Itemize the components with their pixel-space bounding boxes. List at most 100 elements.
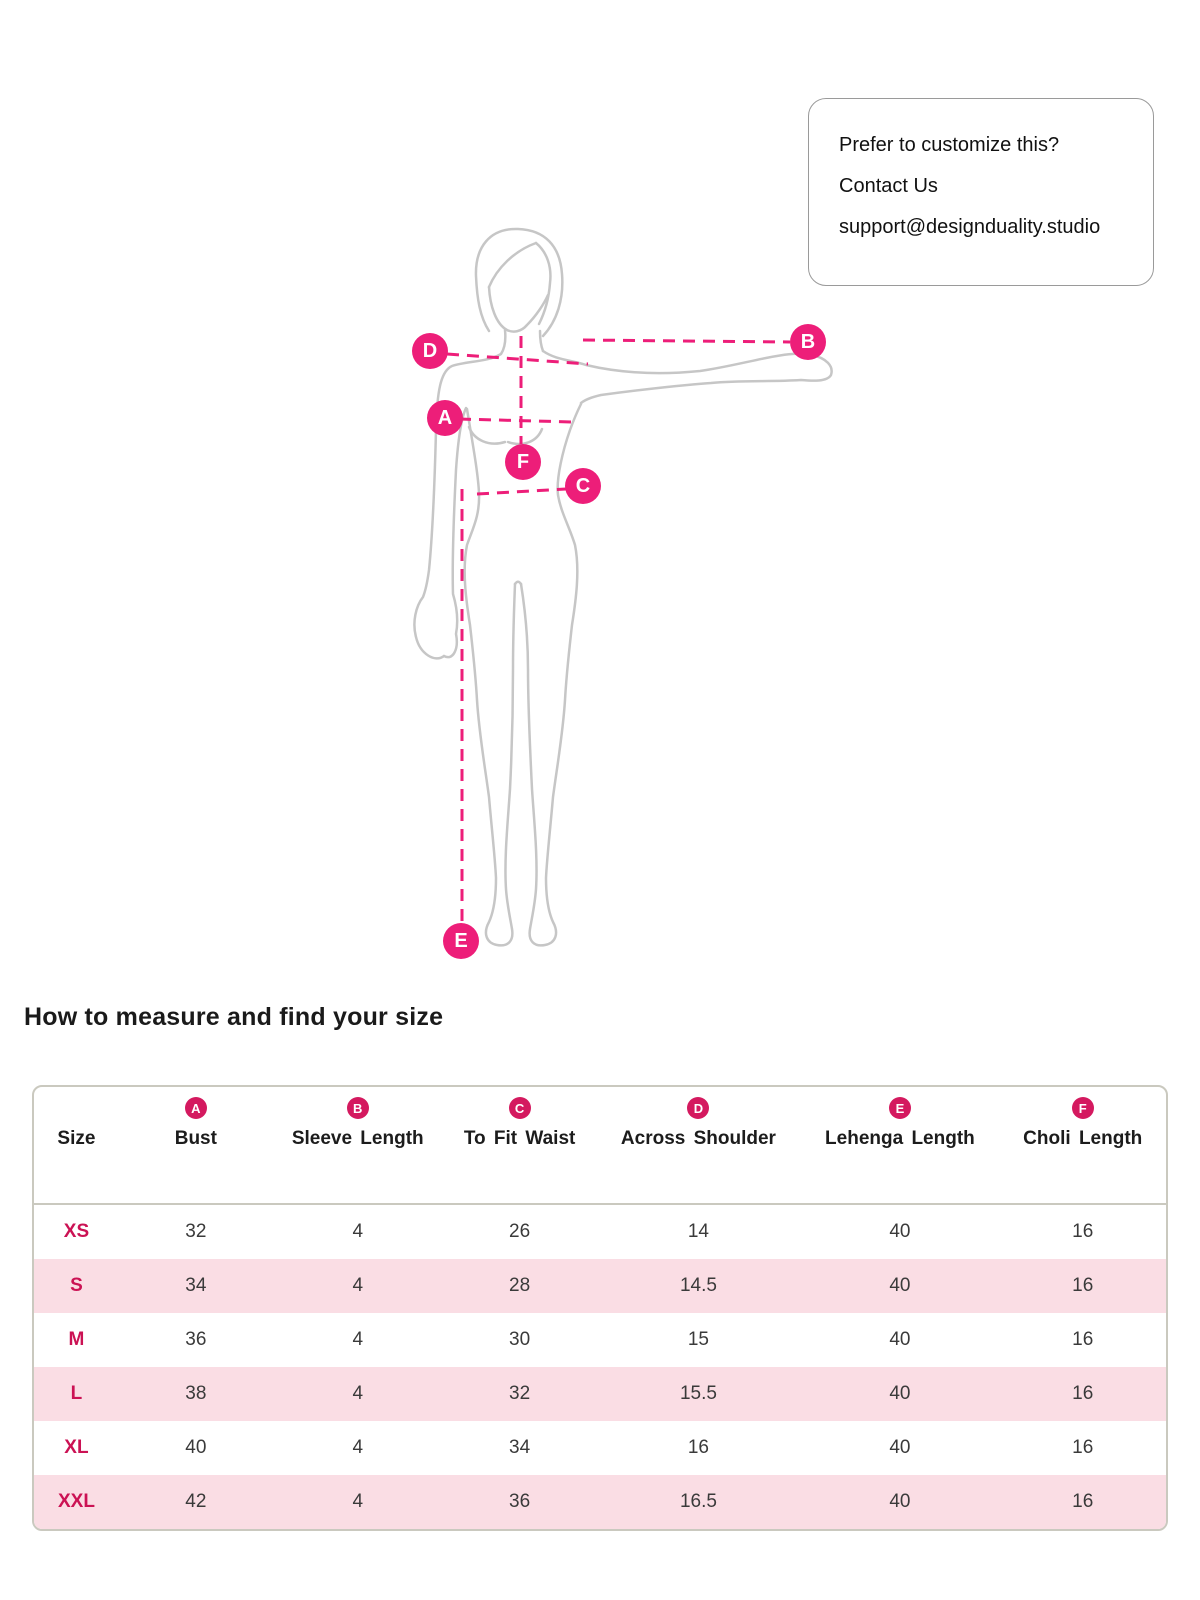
column-badge: C <box>508 1097 531 1119</box>
hair-fringe <box>487 241 538 289</box>
measurement-value: 16 <box>1072 1437 1094 1458</box>
breast-left <box>467 425 507 445</box>
measurement-value: 40 <box>185 1437 207 1458</box>
marker-badge-b: B <box>790 324 826 360</box>
measurement-value: 4 <box>352 1383 364 1404</box>
column-label: To Fit Waist <box>463 1128 576 1149</box>
neck-left-arm-left <box>413 328 507 660</box>
waist-line <box>476 487 567 496</box>
marker-badge-f: F <box>505 444 541 480</box>
measurement-value: 16 <box>1072 1221 1094 1242</box>
breast-right <box>506 427 544 446</box>
column-label: Across Shoulder <box>620 1128 776 1149</box>
across-shoulder-line <box>446 352 589 366</box>
measurement-value: 4 <box>352 1275 364 1296</box>
column-badge: D <box>687 1097 710 1119</box>
arm-right-extended <box>541 349 833 405</box>
measurement-value: 4 <box>352 1437 364 1458</box>
column-header-sleeve-length: B Sleeve Length <box>273 1097 443 1203</box>
measurement-figure: D A F C B E <box>412 227 833 959</box>
measurement-value: 28 <box>509 1275 531 1296</box>
measurement-value: 4 <box>352 1329 364 1350</box>
measurement-value: 36 <box>509 1491 531 1512</box>
column-label: Bust <box>174 1128 217 1149</box>
marker-badge-c: C <box>565 468 601 504</box>
marker-badge-e: E <box>443 923 479 959</box>
body-outline-illustration <box>413 227 833 947</box>
hair-outer <box>474 227 564 338</box>
table-header-row: Size A Bust B Sleeve Length C To Fit Waist D Acr… <box>34 1087 1166 1205</box>
column-label: Choli Length <box>1023 1128 1143 1149</box>
measurement-value: 26 <box>509 1221 531 1242</box>
measurement-value: 34 <box>509 1437 531 1458</box>
marker-badge-a: A <box>427 400 463 436</box>
table-body: XS 32 4 26 14 40 16 S 34 4 28 14.5 40 16 M 36 4 30 15 40 16 L… <box>34 1205 1166 1529</box>
table-row-l: L 38 4 32 15.5 40 16 <box>34 1367 1166 1421</box>
callout-question: Prefer to customize this? <box>839 134 1060 156</box>
measurement-value: 15 <box>687 1329 709 1350</box>
measurement-value: 34 <box>185 1275 207 1296</box>
table-row-xxl: XXL 42 4 36 16.5 40 16 <box>34 1475 1166 1529</box>
measurement-value: 4 <box>352 1491 364 1512</box>
hair-inner-right <box>534 241 552 326</box>
support-email: support@designduality.studio <box>839 216 1101 238</box>
measurement-value: 32 <box>509 1383 531 1404</box>
measurement-value: 16 <box>687 1437 709 1458</box>
bust-line <box>458 417 574 424</box>
measurement-value: 36 <box>185 1329 207 1350</box>
column-badge: A <box>184 1097 207 1119</box>
size-chart-table: Size A Bust B Sleeve Length C To Fit Waist D Acr… <box>32 1085 1168 1531</box>
measurement-value: 15.5 <box>679 1383 717 1404</box>
measurement-value: 40 <box>889 1275 911 1296</box>
measurement-value: 32 <box>185 1221 207 1242</box>
marker-badge-d: D <box>412 333 448 369</box>
column-label: Size <box>57 1128 96 1149</box>
size-label: XXL <box>57 1491 95 1512</box>
column-header-lehenga-length: E Lehenga Length <box>800 1097 999 1203</box>
measurement-value: 40 <box>889 1383 911 1404</box>
size-label: L <box>70 1383 83 1404</box>
measurement-value: 16 <box>1072 1491 1094 1512</box>
column-header-choli-length: F Choli Length <box>1000 1097 1166 1203</box>
size-label: XS <box>63 1221 90 1242</box>
column-label: Sleeve Length <box>291 1128 424 1149</box>
torso-left-leg-left <box>463 407 517 947</box>
customize-callout: Prefer to customize this? Contact Us sup… <box>808 98 1154 286</box>
measurement-value: 30 <box>509 1329 531 1350</box>
measurement-value: 40 <box>889 1221 911 1242</box>
measurement-value: 14.5 <box>679 1275 717 1296</box>
torso-right-leg-right <box>519 402 583 947</box>
column-badge: E <box>888 1097 911 1119</box>
measurement-value: 38 <box>185 1383 207 1404</box>
measurement-value: 40 <box>889 1491 911 1512</box>
column-label: Lehenga Length <box>825 1128 975 1149</box>
measurement-value: 4 <box>352 1221 364 1242</box>
measurement-value: 40 <box>889 1329 911 1350</box>
column-badge: F <box>1071 1097 1094 1119</box>
column-header-to-fit-waist: C To Fit Waist <box>443 1097 597 1203</box>
measurement-value: 14 <box>687 1221 709 1242</box>
table-row-xs: XS 32 4 26 14 40 16 <box>34 1205 1166 1259</box>
measurement-value: 16.5 <box>679 1491 717 1512</box>
size-label: S <box>70 1275 83 1296</box>
size-label: XL <box>64 1437 89 1458</box>
measurement-value: 16 <box>1072 1329 1094 1350</box>
column-badge: B <box>346 1097 369 1119</box>
page-title: How to measure and find your size <box>24 1003 444 1031</box>
table-row-m: M 36 4 30 15 40 16 <box>34 1313 1166 1367</box>
column-header-size: Size <box>34 1097 119 1203</box>
measurement-lines <box>446 336 791 921</box>
size-label: M <box>68 1329 85 1350</box>
measurement-value: 42 <box>185 1491 207 1512</box>
face-outline <box>487 285 550 333</box>
column-header-across-shoulder: D Across Shoulder <box>597 1097 801 1203</box>
table-row-s: S 34 4 28 14.5 40 16 <box>34 1259 1166 1313</box>
sleeve-length-line <box>582 338 791 344</box>
body-outline <box>413 227 833 947</box>
table-row-xl: XL 40 4 34 16 40 16 <box>34 1421 1166 1475</box>
measurement-value: 16 <box>1072 1383 1094 1404</box>
measurement-value: 16 <box>1072 1275 1094 1296</box>
contact-us-text: Contact Us <box>839 175 938 197</box>
column-header-bust: A Bust <box>119 1097 273 1203</box>
